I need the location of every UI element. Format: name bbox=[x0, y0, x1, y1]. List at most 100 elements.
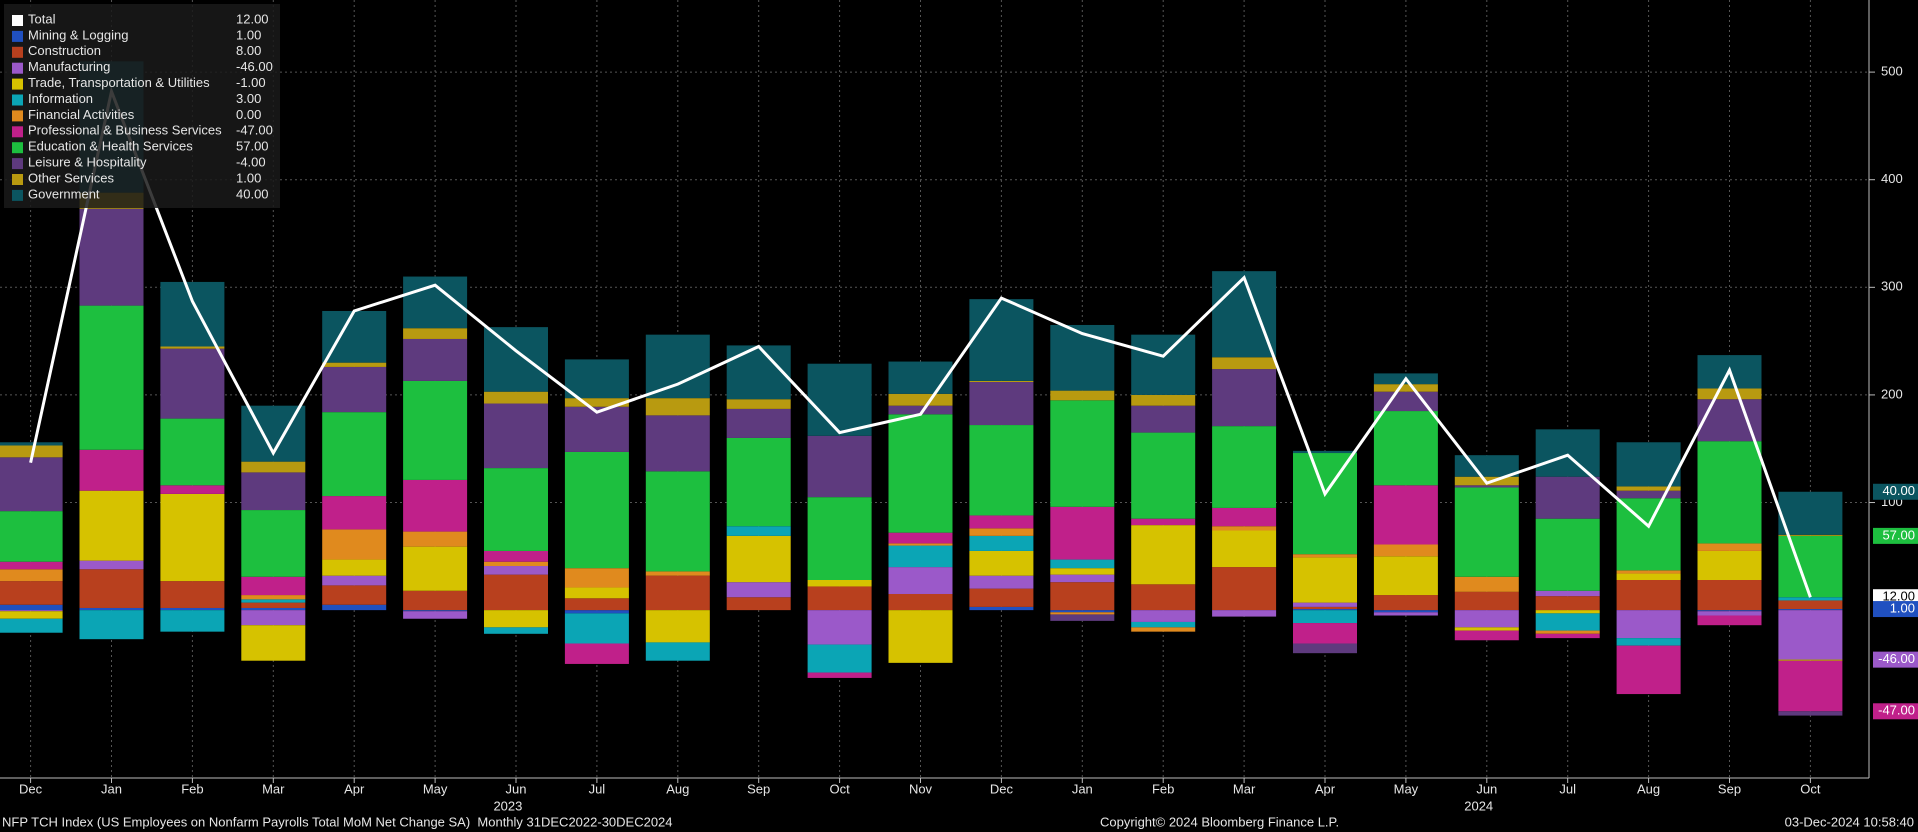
bar-segment bbox=[726, 582, 791, 598]
bar-segment bbox=[322, 366, 387, 413]
legend-swatch bbox=[12, 30, 23, 42]
axis-tag-bg bbox=[1873, 703, 1918, 720]
bar-segment bbox=[322, 529, 387, 560]
bar-segment bbox=[564, 643, 629, 664]
bar-segment bbox=[160, 281, 225, 347]
bar-segment bbox=[726, 345, 791, 400]
bar-segment bbox=[726, 399, 791, 409]
bar-segment bbox=[1212, 610, 1277, 617]
legend-value: -1.00 bbox=[236, 75, 266, 90]
bar-segment bbox=[322, 362, 387, 367]
bar-segment bbox=[564, 451, 629, 569]
bar-segment bbox=[1616, 570, 1681, 574]
bar-segment bbox=[1697, 388, 1762, 400]
bar-segment bbox=[160, 610, 225, 632]
bar-segment bbox=[969, 515, 1034, 529]
bar-segment bbox=[1373, 391, 1438, 412]
bar-segment bbox=[403, 338, 468, 381]
bar-segment bbox=[807, 586, 872, 611]
bar-segment bbox=[1131, 621, 1196, 628]
bar-segment bbox=[241, 576, 306, 596]
bar-segment bbox=[1373, 411, 1438, 486]
x-tick-label: Jun bbox=[1476, 781, 1497, 796]
bar-segment bbox=[564, 598, 629, 611]
bar-segment bbox=[807, 672, 872, 678]
bar-segment bbox=[484, 610, 548, 628]
legend-label: Manufacturing bbox=[28, 59, 110, 74]
bar-segment bbox=[1212, 357, 1277, 370]
bar-segment bbox=[807, 435, 872, 498]
bar-segment bbox=[1373, 610, 1438, 613]
bar-segment bbox=[1131, 610, 1196, 622]
bar-segment bbox=[1212, 530, 1277, 568]
legend-value: 0.00 bbox=[236, 107, 261, 122]
bar-segment bbox=[969, 550, 1034, 576]
year-label: 2023 bbox=[493, 798, 522, 813]
legend-label: Leisure & Hospitality bbox=[28, 155, 147, 170]
bar-segment bbox=[888, 405, 953, 415]
axis-tag-bg bbox=[1873, 527, 1918, 544]
legend-label: Government bbox=[28, 186, 100, 201]
bar-segment bbox=[484, 327, 548, 392]
bar-segment bbox=[1778, 609, 1843, 611]
bar-segment bbox=[1535, 610, 1600, 614]
bar-segment bbox=[1778, 535, 1843, 598]
bar-segment bbox=[160, 418, 225, 486]
bar-segment bbox=[1131, 518, 1196, 526]
axis-tag: 40.00 bbox=[1882, 483, 1915, 498]
bar-segment bbox=[1697, 441, 1762, 544]
legend-swatch bbox=[12, 78, 23, 90]
bar-segment bbox=[1212, 526, 1277, 531]
bar-segment bbox=[1212, 567, 1277, 611]
bar-segment bbox=[1454, 630, 1519, 641]
legend-swatch bbox=[12, 158, 23, 170]
x-tick-label: Oct bbox=[1800, 781, 1821, 796]
bar-segment bbox=[160, 346, 225, 349]
x-tick-label: Feb bbox=[1152, 781, 1174, 796]
bar-segment bbox=[160, 348, 225, 419]
x-tick-label: Aug bbox=[666, 781, 689, 796]
bar-segment bbox=[969, 382, 1034, 426]
bar-segment bbox=[726, 408, 791, 438]
bar-segment bbox=[1454, 485, 1519, 488]
x-tick-label: Jul bbox=[1559, 781, 1576, 796]
x-tick-label: Apr bbox=[344, 781, 365, 796]
bar-segment bbox=[1373, 556, 1438, 596]
bar-segment bbox=[969, 575, 1034, 589]
bar-segment bbox=[241, 602, 306, 608]
axis-tag-bg bbox=[1873, 601, 1918, 618]
legend-label: Mining & Logging bbox=[28, 27, 128, 42]
bar-segment bbox=[1050, 582, 1115, 611]
bar-segment bbox=[0, 445, 63, 458]
legend-swatch bbox=[12, 62, 23, 74]
bar-segment bbox=[403, 531, 468, 547]
legend-label: Education & Health Services bbox=[28, 139, 193, 154]
bar-segment bbox=[1535, 518, 1600, 591]
bar-segment bbox=[1050, 559, 1115, 569]
bar-segment bbox=[79, 610, 144, 640]
bar-segment bbox=[1293, 643, 1357, 654]
x-tick-label: Feb bbox=[181, 781, 203, 796]
bar-segment bbox=[969, 299, 1034, 381]
axis-tag: 57.00 bbox=[1882, 527, 1915, 542]
bar-segment bbox=[564, 406, 629, 452]
legend-label: Information bbox=[28, 91, 93, 106]
legend-bg bbox=[4, 4, 280, 208]
bar-segment bbox=[807, 497, 872, 581]
bar-segment bbox=[1454, 487, 1519, 577]
bar-segment bbox=[1131, 432, 1196, 519]
bar-segment bbox=[1050, 574, 1115, 583]
bar-segment bbox=[564, 398, 629, 407]
bar-segment bbox=[1616, 573, 1681, 581]
bar-segment bbox=[322, 496, 387, 530]
legend-value: 1.00 bbox=[236, 27, 261, 42]
axis-tag-bg bbox=[1873, 483, 1918, 500]
bar-segment bbox=[1697, 580, 1762, 611]
bar-segment bbox=[1293, 450, 1357, 454]
bar-segment bbox=[1616, 610, 1681, 639]
bar-segment bbox=[0, 457, 63, 512]
bar-segment bbox=[1535, 633, 1600, 639]
bar-segment bbox=[484, 403, 548, 469]
y-tick-label: 500 bbox=[1881, 64, 1903, 79]
